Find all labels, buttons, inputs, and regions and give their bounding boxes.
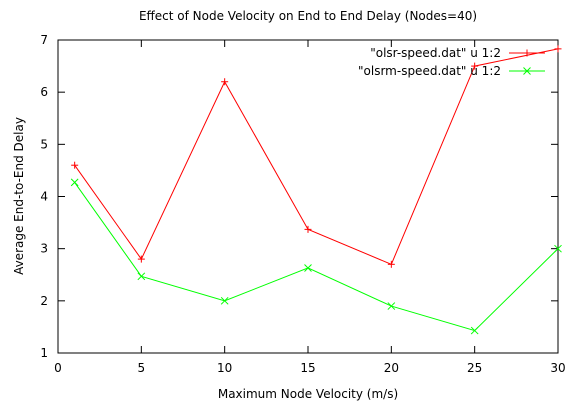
x-tick-label: 5 xyxy=(138,361,146,375)
data-point xyxy=(221,78,229,86)
x-tick-label: 25 xyxy=(467,361,482,375)
y-tick-label: 4 xyxy=(40,190,48,204)
x-tick-label: 10 xyxy=(217,361,232,375)
series-1 xyxy=(71,45,562,268)
legend-item-2: "olsrm-speed.dat" u 1:2 xyxy=(358,64,545,78)
series-line-2 xyxy=(74,182,559,332)
data-point xyxy=(304,225,312,233)
legend: "olsr-speed.dat" u 1:2 "olsrm-speed.dat" … xyxy=(358,46,545,78)
data-point xyxy=(471,62,479,70)
data-point xyxy=(387,260,395,268)
data-point xyxy=(554,45,562,53)
legend-label: "olsrm-speed.dat" u 1:2 xyxy=(358,64,501,78)
y-tick-label: 6 xyxy=(40,85,48,99)
x-tick-label: 15 xyxy=(300,361,315,375)
x-tick-label: 30 xyxy=(550,361,565,375)
data-point xyxy=(137,272,146,281)
x-axis: 0 5 10 15 20 25 30 xyxy=(54,40,565,375)
legend-label: "olsr-speed.dat" u 1:2 xyxy=(370,46,501,60)
data-point xyxy=(304,264,312,272)
series-2 xyxy=(70,178,562,335)
data-point xyxy=(387,302,396,310)
y-axis: 1 2 3 4 5 6 7 xyxy=(40,33,558,360)
data-point xyxy=(554,244,562,253)
y-tick-label: 5 xyxy=(40,137,48,151)
series-layer xyxy=(70,45,562,335)
y-tick-label: 2 xyxy=(40,294,48,308)
data-point xyxy=(220,296,229,305)
chart-title: Effect of Node Velocity on End to End De… xyxy=(139,9,477,23)
legend-marker xyxy=(523,67,531,75)
legend-marker xyxy=(523,49,531,57)
y-axis-label: Average End-to-End Delay xyxy=(12,117,26,275)
series-line-1 xyxy=(74,48,559,265)
legend-item-1: "olsr-speed.dat" u 1:2 xyxy=(370,46,545,60)
y-tick-label: 7 xyxy=(40,33,48,47)
data-point xyxy=(137,255,145,263)
plot-frame xyxy=(57,39,559,354)
y-tick-label: 3 xyxy=(40,242,48,256)
y-tick-label: 1 xyxy=(40,346,48,360)
data-point xyxy=(70,178,79,187)
data-point xyxy=(71,161,79,169)
x-axis-label: Maximum Node Velocity (m/s) xyxy=(218,387,398,401)
x-tick-label: 0 xyxy=(54,361,62,375)
data-point xyxy=(470,326,479,335)
x-tick-label: 20 xyxy=(384,361,399,375)
